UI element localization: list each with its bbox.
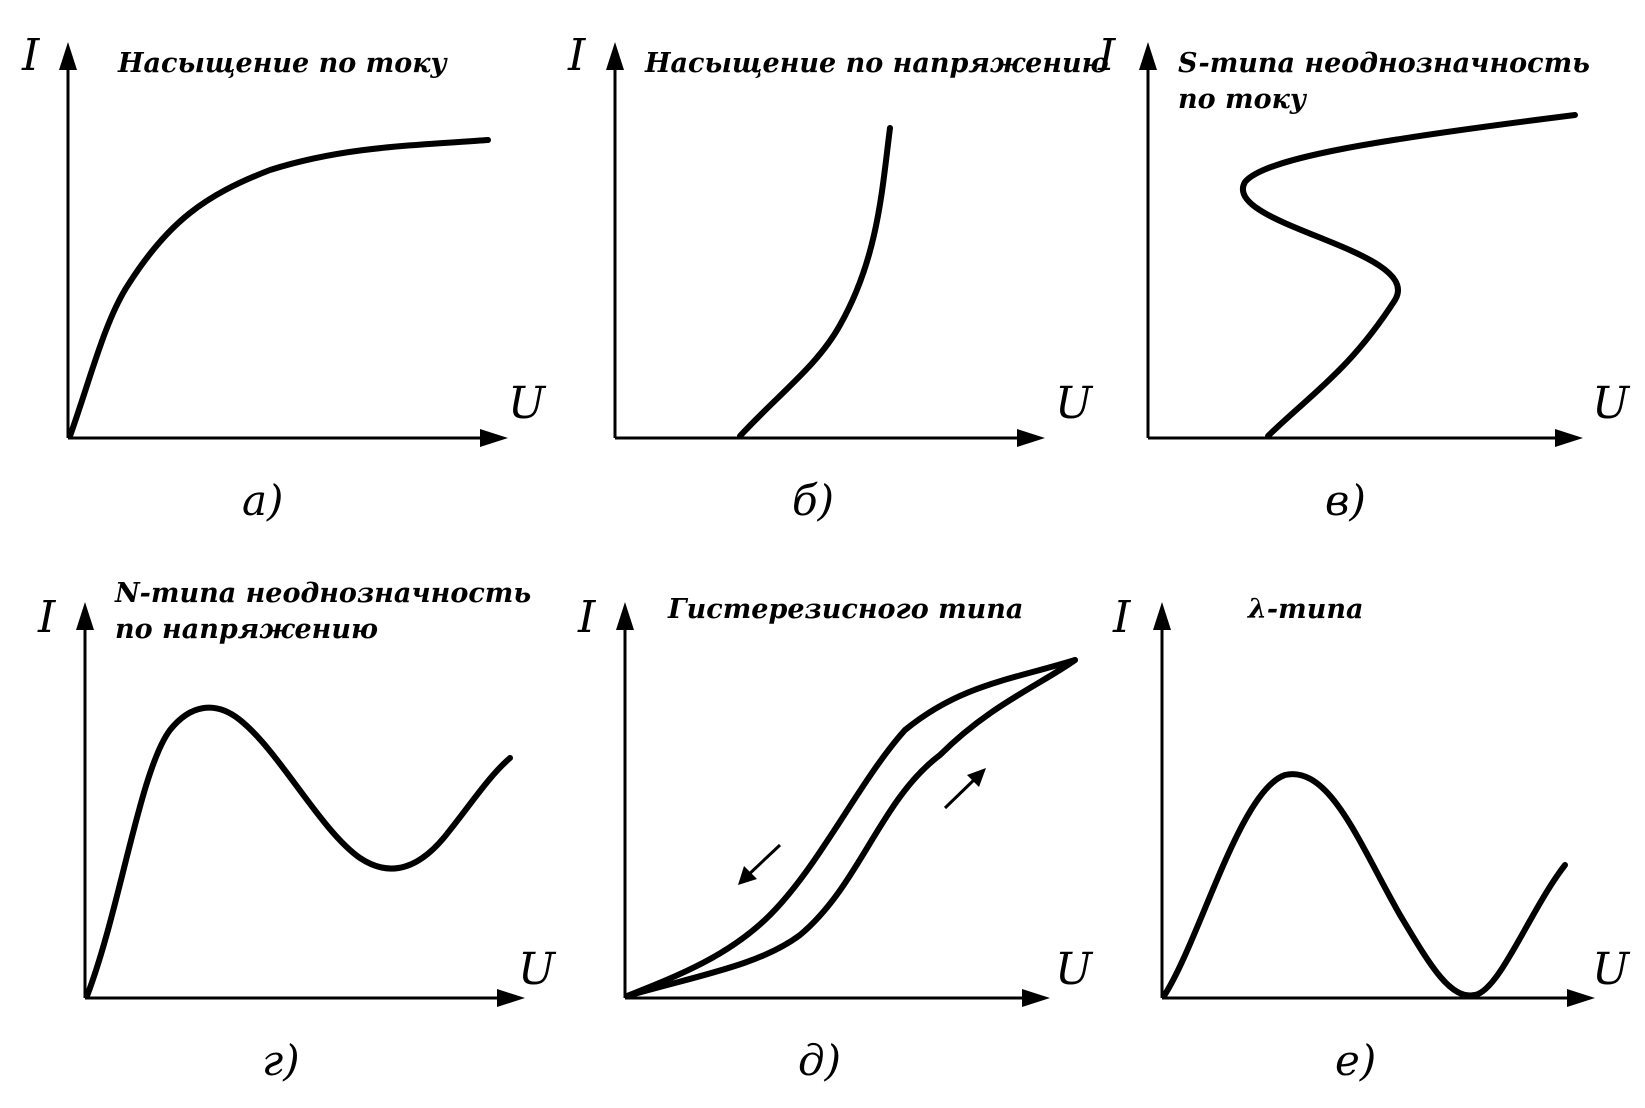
panel-caption: е)	[1335, 1036, 1376, 1085]
iv-curve	[1161, 771, 1568, 999]
y-axis-arrow-icon	[76, 602, 94, 630]
iv-curve	[67, 137, 491, 439]
increasing-direction-arrow-icon	[967, 768, 986, 787]
x-axis-arrow-icon	[1022, 989, 1050, 1007]
y-axis-label: I	[567, 30, 587, 81]
x-axis-arrow-icon	[1555, 429, 1583, 447]
panel-title-line-1: N-типа неоднозначность	[114, 578, 531, 609]
panel-e: I U λ-типа е)	[1112, 592, 1631, 1085]
panel-title-line-2: по напряжению	[115, 614, 378, 645]
panel-caption: а)	[242, 476, 283, 525]
panel-title-line-1: Насыщение по напряжению	[644, 48, 1109, 79]
y-axis-label: I	[37, 592, 57, 643]
panel-g: I U N-типа неоднозначность по напряжению…	[37, 578, 557, 1085]
y-axis-label: I	[1112, 592, 1132, 643]
x-axis-arrow-icon	[1017, 429, 1045, 447]
panel-caption: д)	[798, 1036, 841, 1085]
panel-title-line-1: Насыщение по току	[117, 48, 449, 79]
y-axis-label: I	[577, 592, 597, 643]
x-axis-label: U	[1592, 944, 1631, 995]
decreasing-direction-arrow-icon	[738, 866, 757, 885]
y-axis-arrow-icon	[59, 42, 77, 70]
panel-title-line-2: по току	[1178, 84, 1308, 115]
y-axis-arrow-icon	[616, 602, 634, 630]
x-axis-arrow-icon	[480, 429, 508, 447]
x-axis-label: U	[1592, 378, 1631, 429]
hysteresis-lower-curve	[624, 657, 1078, 999]
x-axis-label: U	[1055, 378, 1094, 429]
iv-curve	[737, 125, 893, 439]
increasing-direction-arrow	[943, 774, 980, 810]
panel-v: I U S-типа неоднозначность по току в)	[1097, 30, 1631, 525]
y-axis-label: I	[1097, 30, 1117, 81]
panel-caption: г)	[262, 1036, 300, 1085]
x-axis-arrow-icon	[497, 989, 525, 1007]
x-axis-label: U	[508, 378, 547, 429]
panel-a: I U Насыщение по току а)	[21, 30, 547, 525]
panel-title-line-1: λ-типа	[1247, 594, 1363, 625]
y-axis-arrow-icon	[606, 42, 624, 70]
panel-title-line-1: Гистерезисного типа	[667, 594, 1023, 625]
panel-caption: в)	[1325, 476, 1366, 525]
x-axis-arrow-icon	[1567, 989, 1595, 1007]
hysteresis-upper-curve	[624, 657, 1078, 999]
x-axis-label: U	[1055, 944, 1094, 995]
y-axis-arrow-icon	[1139, 42, 1157, 70]
decreasing-direction-arrow	[743, 843, 782, 880]
iv-curve	[1239, 112, 1578, 439]
panel-b: I U Насыщение по напряжению б)	[567, 30, 1109, 525]
panel-title-line-1: S-типа неоднозначность	[1178, 48, 1590, 79]
panel-caption: б)	[792, 476, 834, 525]
panel-d: I U Гистерезисного типа д)	[577, 592, 1094, 1085]
y-axis-label: I	[21, 30, 41, 81]
iv-curve	[84, 704, 513, 999]
x-axis-label: U	[518, 944, 557, 995]
y-axis-arrow-icon	[1153, 602, 1171, 630]
